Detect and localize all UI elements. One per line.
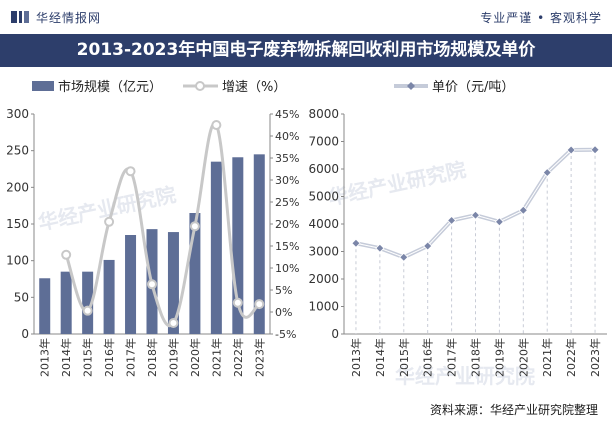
left-x-tick-label: 2013年 — [38, 338, 52, 377]
charts-canvas: 华经产业研究院 华经产业研究院华经产业研究院050100150200250300-… — [6, 79, 607, 388]
left-y-tick-label: 250 — [6, 144, 29, 158]
price-y-tick-label: 0 — [331, 327, 339, 341]
left-y-tick-label: 300 — [6, 107, 29, 121]
right-y-tick-label: 5% — [275, 284, 292, 297]
price-x-tick-label: 2019年 — [492, 338, 506, 377]
right-y-tick-label: 35% — [275, 152, 299, 165]
legend-price-marker — [407, 82, 415, 90]
bar-2017年 — [125, 235, 137, 334]
price-point-2021年 — [542, 168, 552, 178]
chart-title: 2013-2023年中国电子废弃物拆解回收利用市场规模及单价 — [76, 40, 536, 60]
price-x-tick-label: 2020年 — [516, 338, 530, 377]
left-y-tick-label: 50 — [14, 290, 29, 304]
growth-point-2019年 — [168, 318, 179, 328]
price-x-tick-label: 2013年 — [349, 338, 363, 377]
bar-2022年 — [232, 157, 244, 334]
price-point-2022年 — [566, 145, 576, 155]
brand-logo-icon — [11, 11, 29, 23]
bar-2015年 — [82, 271, 94, 334]
right-y-tick-label: 45% — [275, 108, 299, 121]
source-note: 资料来源：华经产业研究院整理 — [429, 403, 598, 417]
right-y-tick-label: -5% — [275, 328, 296, 341]
right-y-tick-label: 15% — [275, 240, 299, 253]
price-y-tick-label: 7000 — [308, 135, 339, 149]
right-y-tick-label: 25% — [275, 196, 299, 209]
left-y-tick-label: 200 — [6, 180, 29, 194]
growth-point-2023年 — [254, 299, 265, 310]
price-point-2016年 — [423, 241, 433, 251]
left-y-tick-label: 100 — [6, 254, 29, 268]
price-point-2013年 — [351, 238, 361, 248]
left-x-tick-label: 2016年 — [102, 338, 116, 377]
right-y-tick-label: 10% — [275, 262, 299, 275]
bar-2020年 — [189, 213, 201, 334]
price-x-tick-label: 2017年 — [445, 338, 459, 377]
title-bar — [0, 34, 612, 67]
growth-line — [64, 121, 261, 327]
growth-point-2022年 — [232, 297, 243, 308]
price-point-2017年 — [447, 215, 457, 225]
left-x-tick-label: 2021年 — [209, 338, 223, 377]
left-x-tick-label: 2014年 — [59, 338, 73, 377]
bar-2023年 — [253, 154, 265, 334]
left-x-tick-label: 2023年 — [252, 338, 266, 377]
price-y-tick-label: 2000 — [308, 272, 339, 286]
bar-2013年 — [39, 278, 51, 334]
left-x-tick-label: 2019年 — [166, 338, 180, 377]
price-point-2018年 — [470, 210, 481, 220]
right-y-tick-label: 30% — [275, 174, 299, 187]
right-y-tick-label: 20% — [275, 218, 299, 231]
growth-point-2021年 — [211, 120, 222, 130]
left-x-tick-label: 2017年 — [124, 338, 138, 377]
left-y-tick-label: 0 — [21, 327, 29, 341]
brand-name: 华经情报网 — [36, 10, 102, 25]
legend-price-label: 单价（元/吨） — [432, 80, 514, 95]
left-y-tick-label: 150 — [6, 217, 29, 231]
right-y-tick-label: 40% — [275, 130, 299, 143]
price-x-tick-label: 2014年 — [373, 338, 387, 377]
legend-bar-swatch — [32, 81, 54, 91]
price-x-tick-label: 2016年 — [421, 338, 435, 377]
watermark-text-1: 华经产业研究院 — [326, 157, 468, 210]
price-x-tick-label: 2015年 — [397, 338, 411, 377]
left-x-tick-label: 2022年 — [231, 338, 245, 377]
price-y-tick-label: 1000 — [308, 300, 339, 314]
left-x-tick-label: 2018年 — [145, 338, 159, 377]
price-point-2014年 — [375, 243, 385, 253]
bar-2016年 — [103, 259, 115, 334]
legend-growth-marker — [195, 81, 205, 91]
price-point-2020年 — [518, 205, 528, 215]
legend-growth-label: 增速（%） — [222, 80, 286, 95]
legend-bar-label: 市场规模（亿元） — [58, 79, 162, 95]
price-y-tick-label: 5000 — [308, 190, 339, 204]
price-y-tick-label: 6000 — [308, 162, 339, 176]
brand: 华经情报网 — [10, 8, 101, 26]
right-y-tick-label: 0% — [275, 306, 292, 319]
left-x-tick-label: 2020年 — [188, 338, 202, 377]
bar-2014年 — [60, 271, 72, 334]
price-x-tick-label: 2023年 — [588, 338, 602, 377]
price-x-tick-label: 2018年 — [469, 338, 483, 377]
bar-2019年 — [167, 232, 179, 334]
growth-point-2016年 — [104, 216, 115, 227]
price-point-2019年 — [494, 217, 504, 227]
price-y-tick-label: 3000 — [308, 245, 339, 259]
growth-point-2020年 — [189, 221, 200, 232]
growth-point-2015年 — [82, 305, 93, 316]
price-x-tick-label: 2021年 — [540, 338, 554, 377]
growth-point-2014年 — [61, 249, 72, 260]
watermark-text-2: 华经产业研究院 — [395, 364, 535, 388]
price-point-2015年 — [399, 252, 409, 262]
price-x-tick-label: 2022年 — [564, 338, 578, 377]
price-point-2023年 — [590, 145, 600, 155]
growth-point-2017年 — [125, 166, 136, 177]
price-y-tick-label: 8000 — [308, 107, 339, 121]
slogan: 专业严谨 • 客观科学 — [480, 11, 602, 25]
left-x-tick-label: 2015年 — [81, 338, 95, 377]
growth-point-2018年 — [147, 279, 157, 290]
price-y-tick-label: 4000 — [308, 217, 339, 231]
top-bar: 华经情报网 专业严谨 • 客观科学 — [0, 0, 612, 34]
bar-2021年 — [210, 161, 222, 334]
